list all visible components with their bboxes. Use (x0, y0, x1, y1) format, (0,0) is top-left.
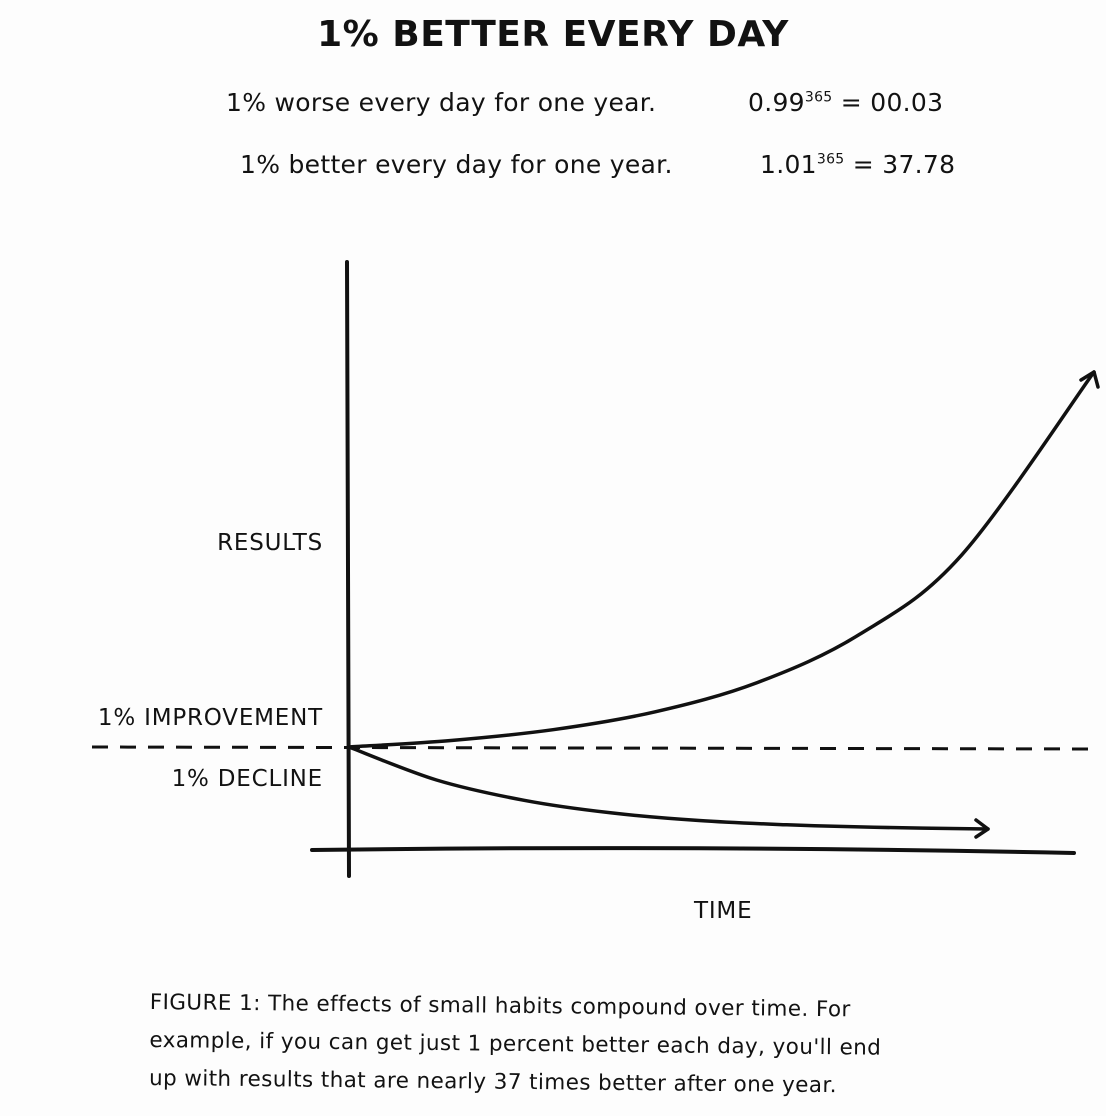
figure-caption: FIGURE 1: The effects of small habits co… (149, 984, 1010, 1107)
improvement-arrowhead (1079, 370, 1100, 389)
better-equation-result: = 37.78 (852, 150, 956, 179)
better-equation-math: 1.01365 = 37.78 (760, 150, 955, 179)
reference-dashed-line (91, 745, 1093, 751)
y-axis (345, 260, 351, 878)
worse-equation-text: 1% worse every day for one year. (226, 88, 657, 117)
worse-equation-math: 0.99365 = 00.03 (748, 88, 943, 117)
decline-curve (347, 745, 990, 831)
improvement-label: 1% IMPROVEMENT (97, 705, 323, 731)
x-axis-label: TIME (694, 898, 753, 924)
better-equation-exponent: 365 (816, 151, 845, 168)
better-equation-text: 1% better every day for one year. (240, 150, 673, 179)
worse-equation-result: = 00.03 (840, 88, 944, 117)
worse-equation-exponent: 365 (804, 89, 833, 106)
figure-title: 1% BETTER EVERY DAY (317, 14, 789, 55)
decline-arrowhead (974, 818, 990, 839)
y-axis-label: RESULTS (217, 530, 323, 556)
improvement-curve (347, 370, 1096, 749)
x-axis (310, 846, 1076, 855)
better-equation-base: 1.01 (760, 150, 817, 179)
decline-label: 1% DECLINE (171, 766, 323, 792)
worse-equation-base: 0.99 (748, 88, 805, 117)
